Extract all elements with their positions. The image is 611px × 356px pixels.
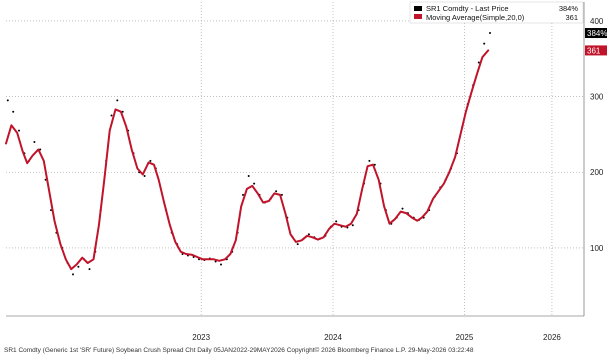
price-point: [33, 141, 36, 143]
price-point: [335, 220, 338, 223]
last-value-tags: 384% 361: [585, 28, 607, 56]
price-point: [307, 233, 310, 236]
price-point: [489, 32, 491, 34]
price-point: [247, 175, 250, 177]
last-value-tag: [585, 28, 607, 39]
price-point: [483, 42, 486, 45]
price-point: [121, 110, 124, 113]
price-point: [477, 61, 480, 64]
price-point: [242, 193, 244, 196]
series-layer: [5, 32, 491, 276]
x-tick-label: 2026: [543, 333, 561, 342]
price-point: [253, 182, 256, 185]
x-tick-label: 2024: [324, 333, 342, 342]
y-tick-label: 200: [590, 168, 604, 177]
price-point: [149, 159, 152, 162]
chart-footer: SR1 Comdty (Generic 1st 'SR' Future) Soy…: [4, 347, 474, 354]
price-point: [280, 193, 283, 196]
legend-label-moving-average: Moving Average(Simple,20,0): [426, 13, 525, 22]
price-point: [72, 273, 74, 276]
price-point: [88, 268, 91, 271]
price-point: [373, 163, 376, 166]
x-tick-label: 2023: [192, 333, 210, 342]
legend-swatch-moving-average: [414, 14, 422, 19]
price-point: [6, 99, 9, 102]
legend-swatch-last-price: [414, 6, 422, 11]
legend: SR1 Comdty - Last Price 384% Moving Aver…: [409, 1, 584, 24]
y-tick-label: 400: [590, 17, 604, 26]
last-value-tag-label: 384%: [587, 29, 607, 38]
price-point: [18, 129, 20, 132]
legend-value-moving-average: 361: [565, 13, 578, 22]
price-point: [12, 110, 15, 113]
legend-value-last-price: 384%: [559, 4, 579, 13]
price-point: [214, 260, 217, 263]
price-point: [351, 224, 354, 227]
y-tick-label: 100: [590, 244, 604, 253]
legend-label-last-price: SR1 Comdty - Last Price: [426, 4, 509, 13]
price-point: [368, 159, 371, 162]
price-point: [296, 243, 299, 246]
price-point: [110, 114, 113, 117]
x-tick-label: 2025: [456, 333, 474, 342]
last-value-tag: [585, 45, 607, 56]
price-point: [220, 263, 222, 266]
price-point: [116, 99, 119, 102]
axis-layer: 100 200 300 400 2023 2024 2025 2026: [6, 2, 604, 342]
price-point: [143, 175, 146, 177]
moving-average-line: [5, 49, 490, 271]
y-tick-label: 300: [590, 93, 604, 102]
grid-lines: [6, 2, 584, 316]
last-value-tag-label: 361: [587, 46, 601, 55]
price-point: [77, 265, 80, 268]
price-point: [401, 207, 404, 210]
price-point: [275, 190, 278, 193]
